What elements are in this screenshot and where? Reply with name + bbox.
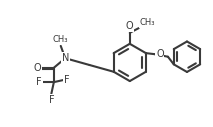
Text: O: O — [156, 49, 164, 59]
Text: N: N — [62, 53, 69, 63]
Text: F: F — [49, 95, 54, 105]
Text: F: F — [36, 77, 42, 87]
Text: CH₃: CH₃ — [140, 18, 155, 27]
Text: F: F — [64, 75, 70, 85]
Text: O: O — [126, 21, 134, 31]
Text: O: O — [34, 63, 41, 73]
Text: CH₃: CH₃ — [53, 35, 69, 44]
